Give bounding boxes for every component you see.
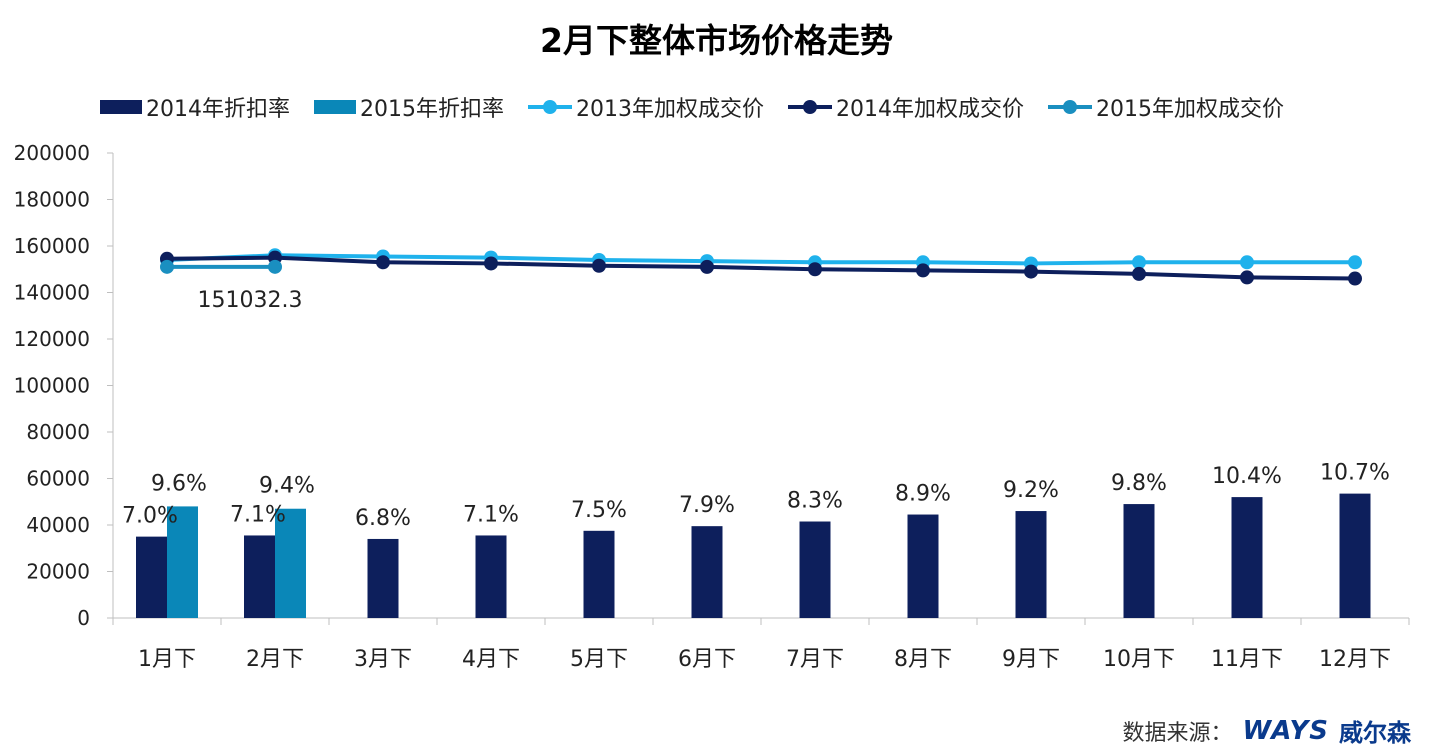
brand-name: 威尔森 (1339, 719, 1411, 747)
x-tick-label: 9月下 (1002, 647, 1060, 672)
y-tick-label: 120000 (14, 327, 90, 351)
bar-2015 (275, 508, 306, 618)
x-tick-label: 8月下 (894, 647, 952, 672)
line-2014-point (1240, 270, 1254, 285)
x-tick-label: 11月下 (1211, 647, 1283, 672)
bar-2014 (1339, 493, 1371, 618)
y-tick-label: 60000 (26, 467, 90, 491)
bar-2014 (1015, 511, 1047, 618)
y-tick-label: 200000 (14, 141, 90, 165)
bar-2014-label: 7.1% (230, 502, 286, 527)
x-tick-label: 12月下 (1319, 647, 1391, 672)
bar-2014-label: 10.4% (1212, 464, 1282, 489)
line-2014-point (1348, 271, 1362, 286)
x-tick-label: 2月下 (246, 647, 304, 672)
legend-swatch (314, 100, 356, 114)
y-tick-label: 180000 (14, 188, 90, 212)
x-tick-label: 1月下 (138, 647, 196, 672)
legend-item: 2014年折扣率 (100, 91, 290, 123)
line-2014-point (376, 255, 390, 270)
legend-item: 2014年加权成交价 (788, 91, 1024, 123)
legend-swatch (788, 100, 832, 114)
bar-2014-label: 7.5% (571, 498, 627, 523)
x-tick-label: 4月下 (462, 647, 520, 672)
bar-2014-label: 7.9% (679, 493, 735, 518)
bar-2014 (1231, 497, 1263, 618)
legend-item: 2015年折扣率 (314, 91, 504, 123)
x-tick-label: 6月下 (678, 647, 736, 672)
legend-label: 2013年加权成交价 (576, 97, 764, 122)
line-2014 (166, 255, 1356, 281)
bar-2014 (244, 535, 275, 618)
line-2013-point (1132, 255, 1146, 270)
chart-title: 2月下整体市场价格走势 (540, 21, 893, 60)
bar-2014-label: 7.0% (122, 504, 178, 529)
brand-logo: WAYS (1242, 715, 1329, 746)
bar-2014 (907, 514, 939, 618)
line-2014-point (1024, 264, 1038, 279)
y-tick-label: 160000 (14, 234, 90, 258)
bar-2014-label: 8.9% (895, 482, 951, 507)
chart-legend: 2014年折扣率 2015年折扣率 2013年加权成交价 2014年加权成交价 2015… (100, 90, 1308, 124)
legend-swatch (100, 100, 142, 114)
source-attribution: 数据来源： WAYS 威尔森 (1123, 713, 1411, 748)
y-tick-label: 80000 (26, 420, 90, 444)
bar-2015-label: 9.6% (151, 471, 207, 496)
x-tick-label: 3月下 (354, 647, 412, 672)
x-tick-label: 5月下 (570, 647, 628, 672)
legend-label: 2014年加权成交价 (836, 97, 1024, 122)
y-tick-label: 0 (77, 606, 90, 630)
y-tick-label: 40000 (26, 513, 90, 537)
bar-2014 (136, 536, 167, 618)
y-tick-label: 140000 (14, 281, 90, 305)
bar-2014 (1123, 504, 1155, 618)
bar-2014-label: 9.2% (1003, 478, 1059, 503)
line-2014-point (700, 259, 714, 274)
y-tick-label: 20000 (26, 560, 90, 584)
line-2015-value-label: 151032.3 (198, 288, 303, 313)
line-2014-point (1132, 266, 1146, 281)
legend-swatch (528, 100, 572, 114)
y-tick-label: 100000 (14, 374, 90, 398)
legend-item: 2015年加权成交价 (1048, 91, 1284, 123)
bar-2014 (691, 526, 723, 618)
legend-label: 2014年折扣率 (146, 97, 290, 122)
bar-2014 (799, 521, 831, 618)
bar-2015 (167, 506, 198, 618)
bar-2014-label: 8.3% (787, 489, 843, 514)
x-tick-label: 7月下 (786, 647, 844, 672)
bar-2014-label: 9.8% (1111, 471, 1167, 496)
legend-swatch (1048, 100, 1092, 114)
line-2014-point (916, 263, 930, 278)
line-2014-point (592, 258, 606, 273)
bar-2014-label: 7.1% (463, 502, 519, 527)
x-tick-label: 10月下 (1103, 647, 1175, 672)
line-2013-point (1240, 255, 1254, 270)
legend-item: 2013年加权成交价 (528, 91, 764, 123)
bar-2014 (367, 538, 399, 618)
bar-2014-label: 10.7% (1320, 461, 1390, 486)
legend-label: 2015年加权成交价 (1096, 97, 1284, 122)
line-2014-point (484, 256, 498, 271)
line-2015-point (160, 259, 174, 274)
bar-2014-label: 6.8% (355, 506, 411, 531)
bar-2015-label: 9.4% (259, 474, 315, 499)
bar-2014 (475, 535, 507, 618)
bar-2014 (583, 530, 615, 618)
line-2013-point (1348, 255, 1362, 270)
legend-label: 2015年折扣率 (360, 97, 504, 122)
line-2014-point (808, 262, 822, 277)
line-2013 (166, 253, 1355, 266)
source-label: 数据来源： (1122, 720, 1233, 746)
line-2015-point (268, 259, 282, 274)
